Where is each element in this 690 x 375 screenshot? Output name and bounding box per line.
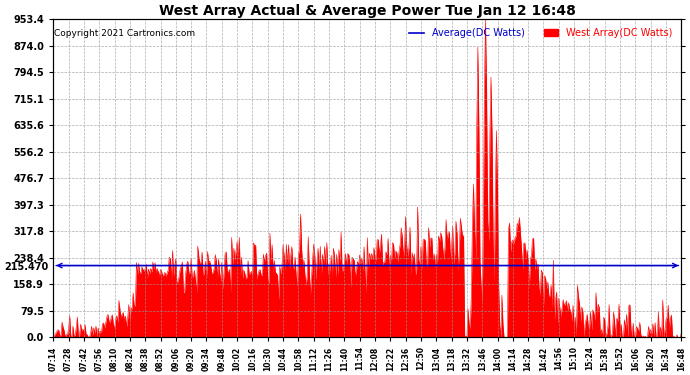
Title: West Array Actual & Average Power Tue Jan 12 16:48: West Array Actual & Average Power Tue Ja…: [159, 4, 575, 18]
Legend: Average(DC Watts), West Array(DC Watts): Average(DC Watts), West Array(DC Watts): [405, 24, 676, 42]
Text: Copyright 2021 Cartronics.com: Copyright 2021 Cartronics.com: [54, 29, 195, 38]
